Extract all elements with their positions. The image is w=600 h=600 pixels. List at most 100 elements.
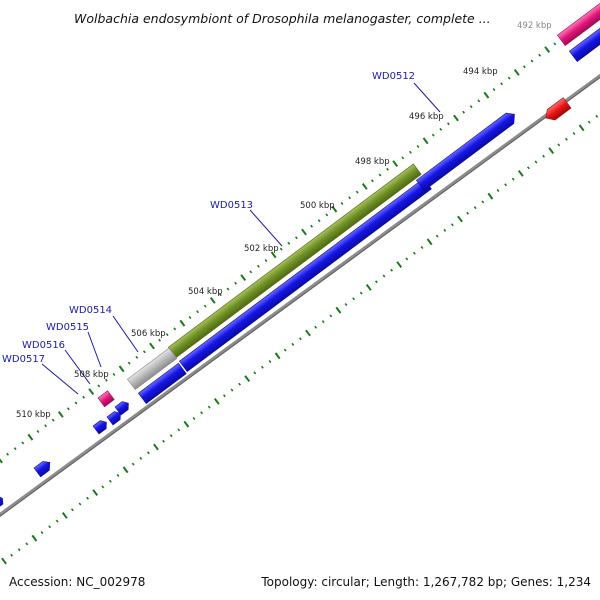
- tick-label-504: 504 kbp: [188, 287, 223, 297]
- tick-mark: [469, 105, 473, 109]
- tick-mark: [0, 458, 3, 464]
- tick-mark: [439, 127, 443, 131]
- tick-mark: [142, 350, 146, 354]
- gene-labels: WD0512 WD0513 WD0514 WD0515 WD0516 WD051…: [2, 71, 415, 365]
- tick-mark: [317, 219, 321, 223]
- tick-mark: [374, 280, 378, 284]
- tick-mark: [370, 179, 374, 183]
- feature-blue-small-3[interactable]: [92, 418, 109, 435]
- tick-mark: [294, 236, 298, 240]
- tick-label-496: 496 kbp: [409, 112, 444, 122]
- tick-mark: [101, 485, 105, 489]
- tick-mark: [44, 424, 48, 428]
- gene-label-wd0517[interactable]: WD0517: [2, 354, 45, 365]
- tick-mark: [396, 261, 403, 268]
- tick-mark: [595, 114, 599, 118]
- feature-olive-bar[interactable]: [167, 163, 422, 359]
- tick-mark: [483, 91, 490, 99]
- feature-blue-edge-left[interactable]: [0, 494, 5, 508]
- inner-tick-track: [1, 114, 599, 565]
- tick-mark: [88, 388, 95, 395]
- feature-blue-wd0512-arrow[interactable]: [415, 110, 518, 192]
- tick-mark: [260, 365, 264, 369]
- tick-label-506: 506 kbp: [131, 329, 166, 339]
- tick-mark: [253, 371, 257, 375]
- tick-mark: [431, 133, 435, 137]
- tick-mark: [158, 338, 162, 342]
- tick-mark: [325, 213, 329, 217]
- tick-mark: [240, 274, 247, 281]
- tick-mark: [207, 405, 211, 409]
- tick-mark: [542, 154, 546, 158]
- tick-mark: [392, 160, 399, 167]
- tick-mark: [10, 553, 14, 557]
- tick-label-508: 508 kbp: [74, 370, 109, 380]
- tick-mark: [209, 297, 216, 304]
- tick-mark: [422, 137, 429, 145]
- tick-mark: [165, 333, 169, 337]
- tick-mark: [139, 456, 143, 460]
- feature-grey-bar[interactable]: [126, 347, 178, 391]
- tick-mark: [135, 355, 139, 359]
- tick-mark: [127, 361, 131, 365]
- tick-mark: [359, 291, 363, 295]
- tick-mark: [238, 382, 242, 386]
- tick-mark: [511, 177, 515, 181]
- feature-blue-top-right[interactable]: [568, 23, 600, 63]
- gene-label-wd0515[interactable]: WD0515: [46, 322, 89, 333]
- tick-mark: [305, 329, 311, 337]
- gene-label-wd0514[interactable]: WD0514: [69, 305, 112, 316]
- gene-leader-lines: [41, 82, 441, 395]
- feature-blue-small-4[interactable]: [33, 458, 53, 478]
- tick-mark: [386, 167, 390, 171]
- tick-mark: [435, 234, 439, 238]
- tick-mark: [183, 420, 190, 428]
- tick-mark: [587, 120, 591, 124]
- tick-mark: [13, 447, 17, 451]
- feature-blue-wd0514-block[interactable]: [137, 362, 187, 405]
- feature-red-reverse-arrow[interactable]: [542, 97, 572, 124]
- tick-mark: [329, 314, 333, 318]
- tick-mark: [104, 378, 108, 382]
- tick-mark: [203, 304, 207, 308]
- tick-mark: [17, 548, 21, 552]
- tick-mark: [466, 211, 470, 215]
- tick-mark: [477, 99, 481, 103]
- tick-mark: [149, 342, 155, 350]
- map-title: Wolbachia endosymbiont of Drosophila mel…: [74, 11, 491, 26]
- tick-mark: [492, 88, 496, 91]
- topology-summary: Topology: circular; Length: 1,267,782 bp…: [260, 575, 591, 589]
- gene-label-wd0513[interactable]: WD0513: [210, 200, 253, 211]
- tick-mark: [97, 384, 101, 388]
- tick-mark: [51, 418, 55, 422]
- tick-mark: [352, 297, 356, 301]
- tick-mark: [268, 360, 272, 363]
- tick-mark: [283, 348, 287, 352]
- tick-mark: [92, 489, 99, 496]
- tick-mark: [192, 417, 196, 420]
- genome-backbone-shadow: [0, 77, 600, 517]
- tick-mark: [335, 306, 342, 314]
- gene-label-wd0516[interactable]: WD0516: [22, 340, 65, 351]
- tick-mark: [548, 147, 555, 154]
- tick-label-502: 502 kbp: [244, 244, 279, 254]
- tick-mark: [112, 373, 116, 376]
- tick-mark: [365, 284, 372, 291]
- feature-blue-small-2[interactable]: [106, 409, 123, 426]
- tick-mark: [348, 196, 352, 200]
- gene-label-wd0512[interactable]: WD0512: [372, 71, 415, 82]
- tick-mark: [146, 451, 150, 455]
- tick-mark: [355, 190, 359, 194]
- feature-pink-top-right[interactable]: [556, 1, 600, 47]
- tick-mark: [526, 166, 530, 170]
- tick-mark: [86, 496, 90, 500]
- tick-mark: [487, 192, 494, 200]
- tick-mark: [31, 534, 38, 542]
- tick-mark: [496, 189, 500, 192]
- feature-pink-small[interactable]: [97, 390, 115, 408]
- tick-mark: [314, 325, 318, 329]
- tick-mark: [301, 228, 307, 236]
- tick-mark: [279, 247, 283, 251]
- tick-mark: [108, 479, 112, 483]
